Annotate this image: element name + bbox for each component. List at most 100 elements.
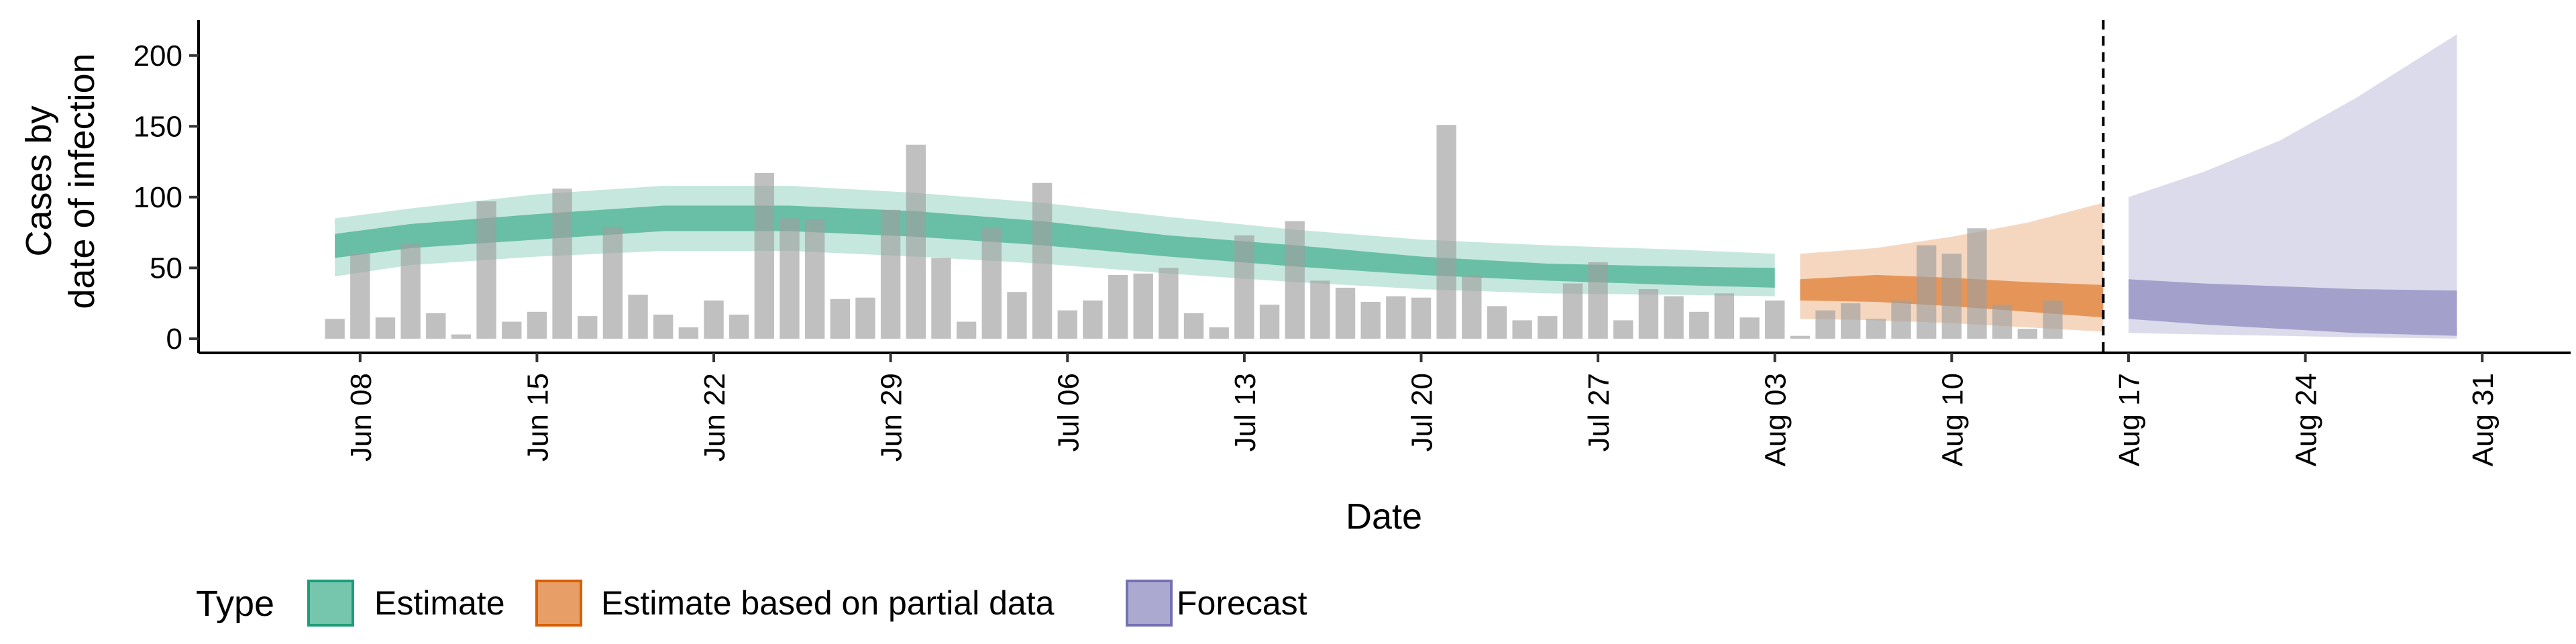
legend-label-2: Forecast — [1177, 584, 1307, 622]
y-axis-title-line-1: Cases by — [19, 105, 59, 256]
x-tick-label: Jul 27 — [1582, 373, 1615, 451]
legend-swatch-0 — [307, 580, 354, 627]
case-bar — [1613, 320, 1633, 339]
case-bar — [1057, 310, 1077, 339]
x-axis-ticks: Jun 08 Jun 15 Jun 22 Jun 29 Jul 06 Jul 13 Jul … — [345, 353, 2500, 466]
x-tick-label: Aug 17 — [2113, 373, 2146, 466]
y-tick-label: 100 — [133, 181, 182, 214]
legend-label-1: Estimate based on partial data — [601, 584, 1055, 622]
case-bar — [1108, 274, 1128, 339]
case-bar — [1209, 327, 1229, 339]
x-tick-label: Aug 10 — [1936, 373, 1969, 466]
case-bar — [653, 315, 674, 339]
case-bar — [1234, 235, 1254, 339]
case-bar — [1866, 319, 1886, 339]
case-bar — [855, 297, 875, 339]
x-tick-label: Jul 06 — [1052, 373, 1085, 451]
case-bar — [906, 144, 926, 339]
case-bar — [602, 227, 623, 339]
x-tick-label: Jun 08 — [345, 373, 378, 462]
y-axis-title-line-2: date of infection — [62, 53, 102, 309]
legend-swatch-2 — [1126, 580, 1173, 627]
case-bar — [1462, 274, 1482, 339]
legend-label-0: Estimate — [374, 584, 505, 622]
case-bar — [1891, 300, 1911, 339]
estimate-bands — [335, 34, 2457, 339]
case-bar — [1512, 320, 1532, 339]
band-inner-0 — [335, 205, 1775, 288]
band-inner-2 — [2128, 279, 2457, 336]
case-bar — [1386, 296, 1406, 339]
case-bar — [1538, 316, 1558, 339]
x-tick-label: Jul 13 — [1229, 373, 1262, 451]
case-bar — [830, 299, 851, 339]
case-bar — [1183, 313, 1204, 339]
legend-title: Type — [196, 584, 274, 624]
case-bar — [426, 313, 446, 339]
case-bar — [350, 254, 370, 339]
case-bar — [780, 218, 800, 339]
case-bar — [880, 209, 901, 339]
case-bar — [1411, 297, 1432, 339]
case-bar — [1133, 273, 1153, 339]
case-bar — [1967, 228, 1987, 339]
case-bar — [1815, 310, 1835, 339]
case-bar — [1032, 182, 1053, 339]
case-bar — [2043, 300, 2063, 339]
x-tick-label: Jul 20 — [1405, 373, 1438, 451]
case-bar — [375, 317, 396, 339]
case-bar — [981, 228, 1002, 339]
case-bar — [1664, 296, 1684, 339]
legend: Type Estimate Estimate based on partial d… — [196, 580, 1307, 627]
case-bar — [451, 334, 472, 339]
case-bar — [1916, 245, 1937, 339]
case-bar — [931, 258, 951, 339]
case-bar — [1739, 317, 1760, 339]
case-bar — [400, 244, 421, 339]
case-bar — [476, 201, 496, 339]
case-bar — [1310, 280, 1330, 339]
case-bar — [1790, 335, 1811, 339]
y-tick-label: 50 — [150, 252, 182, 284]
case-bar — [1436, 125, 1456, 339]
case-bar — [1159, 268, 1179, 339]
legend-swatch-1 — [535, 580, 582, 627]
case-bar — [1360, 302, 1381, 339]
case-bar — [527, 311, 547, 339]
x-axis-title: Date — [1346, 496, 1422, 537]
x-tick-label: Aug 03 — [1760, 373, 1792, 466]
case-bar — [754, 172, 775, 339]
case-bar — [1259, 305, 1280, 339]
x-tick-label: Aug 24 — [2290, 373, 2323, 466]
case-bar — [1992, 305, 2012, 339]
axes — [197, 20, 2571, 354]
case-bar — [704, 300, 724, 339]
x-tick-label: Jun 15 — [521, 373, 554, 462]
case-bar — [1562, 283, 1583, 339]
case-bar — [628, 294, 648, 339]
band-outer-2 — [2128, 34, 2457, 339]
case-bar — [1765, 300, 1785, 339]
case-bar — [804, 219, 825, 339]
reported-case-bars — [325, 125, 2063, 339]
case-bar — [1007, 292, 1027, 339]
y-axis-ticks: 0 50 100 150 200 — [133, 40, 199, 356]
case-bar — [325, 319, 345, 339]
case-bar — [1588, 262, 1608, 339]
y-tick-label: 0 — [166, 323, 182, 356]
case-bar — [1689, 311, 1709, 339]
y-tick-label: 150 — [133, 110, 182, 143]
case-bar — [1285, 221, 1305, 339]
case-bar — [502, 321, 522, 339]
case-bar — [1335, 287, 1356, 339]
case-bar — [2017, 329, 2038, 339]
case-bar — [678, 327, 699, 339]
case-bar — [956, 321, 977, 339]
case-bar — [1083, 300, 1103, 339]
case-bar — [1487, 306, 1507, 339]
case-bar — [1941, 254, 1962, 339]
x-tick-label: Jun 22 — [698, 373, 731, 462]
case-bar — [1841, 303, 1861, 339]
case-bar — [1714, 293, 1735, 339]
